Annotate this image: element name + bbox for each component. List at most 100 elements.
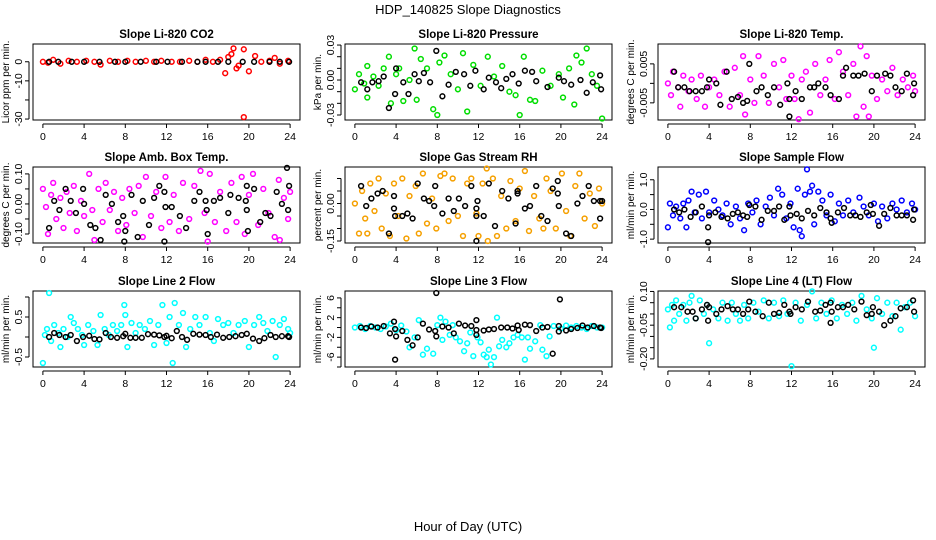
data-point bbox=[753, 197, 760, 204]
data-point bbox=[425, 197, 433, 205]
data-point bbox=[51, 321, 58, 329]
data-point bbox=[433, 289, 440, 297]
data-point bbox=[368, 323, 375, 330]
data-point bbox=[804, 298, 812, 305]
y-tick-label: -10 bbox=[13, 73, 25, 88]
data-point bbox=[591, 222, 599, 230]
data-point bbox=[555, 71, 562, 78]
data-point bbox=[415, 230, 422, 237]
data-point bbox=[445, 81, 452, 88]
data-point bbox=[364, 230, 371, 237]
data-point bbox=[414, 334, 421, 341]
x-tick-label: 16 bbox=[202, 131, 214, 143]
data-point bbox=[374, 324, 381, 331]
data-point bbox=[176, 58, 184, 65]
data-point bbox=[111, 58, 119, 65]
data-point bbox=[749, 209, 756, 216]
data-point bbox=[811, 212, 818, 219]
data-point bbox=[415, 316, 422, 324]
data-point bbox=[186, 57, 193, 64]
data-point bbox=[540, 225, 547, 232]
data-point bbox=[222, 70, 229, 77]
x-tick-label: 24 bbox=[596, 378, 608, 390]
y-tick-label: -0.20 bbox=[638, 347, 650, 371]
data-point bbox=[96, 58, 103, 65]
data-point bbox=[704, 238, 712, 246]
data-point bbox=[86, 332, 93, 339]
y-tick-label: -0.5 bbox=[13, 348, 25, 366]
data-point bbox=[903, 209, 911, 216]
data-point bbox=[396, 65, 403, 72]
data-point bbox=[713, 80, 720, 87]
data-point bbox=[203, 206, 210, 214]
data-point bbox=[869, 304, 877, 311]
data-point bbox=[503, 225, 510, 232]
panel-title: Slope Line 3 Flow bbox=[430, 276, 527, 288]
data-point bbox=[390, 180, 398, 187]
data-point bbox=[144, 331, 152, 338]
data-point bbox=[447, 71, 454, 78]
panel-6: Slope Sample Flow 0 4 8 12 16 20 24 -1.0 0.0 1.0ml… bbox=[626, 152, 926, 266]
data-point bbox=[507, 177, 514, 185]
data-point bbox=[470, 352, 477, 360]
data-point bbox=[584, 324, 591, 331]
data-point bbox=[562, 322, 570, 329]
data-point bbox=[686, 88, 693, 95]
data-point bbox=[450, 330, 457, 337]
data-point bbox=[235, 321, 242, 329]
data-point bbox=[878, 203, 886, 210]
data-point bbox=[163, 332, 170, 339]
data-point bbox=[162, 173, 169, 181]
data-point bbox=[882, 70, 889, 77]
data-point bbox=[492, 79, 500, 86]
data-point bbox=[705, 209, 713, 216]
data-point bbox=[278, 333, 286, 340]
data-point bbox=[368, 195, 375, 202]
data-point bbox=[285, 58, 293, 65]
data-point bbox=[544, 217, 551, 225]
panel-4: Slope Amb. Box Temp. 0 4 8 12 16 20 24 -0.10 0.00… bbox=[1, 152, 301, 266]
data-point bbox=[153, 58, 160, 65]
data-point bbox=[664, 306, 672, 313]
data-point bbox=[351, 86, 359, 93]
data-point bbox=[860, 203, 867, 210]
data-point bbox=[728, 299, 735, 306]
data-point bbox=[744, 213, 751, 221]
data-point bbox=[155, 321, 162, 329]
y-tick-label: 0.00 bbox=[325, 70, 337, 91]
data-point bbox=[233, 218, 240, 226]
data-point bbox=[361, 80, 368, 87]
data-point bbox=[520, 53, 527, 60]
data-point bbox=[194, 58, 201, 65]
data-point bbox=[238, 331, 245, 339]
data-point bbox=[583, 89, 590, 96]
y-axis-label: degrees C per min. bbox=[626, 39, 637, 124]
data-point bbox=[92, 224, 99, 232]
data-point bbox=[243, 182, 250, 190]
data-point bbox=[364, 86, 371, 93]
data-point bbox=[731, 64, 738, 71]
data-point bbox=[552, 225, 559, 232]
data-point bbox=[432, 182, 439, 190]
data-point bbox=[568, 81, 575, 88]
data-point bbox=[432, 327, 439, 335]
panel-7: Slope Line 2 Flow 0 4 8 12 16 20 24 -0.5 0.5ml/mi… bbox=[1, 276, 301, 390]
data-point bbox=[684, 308, 691, 315]
data-point bbox=[245, 191, 253, 199]
data-point bbox=[586, 190, 593, 197]
data-point bbox=[765, 315, 772, 322]
data-point bbox=[688, 188, 695, 195]
data-point bbox=[228, 179, 235, 187]
data-point bbox=[485, 346, 492, 353]
data-point bbox=[546, 333, 553, 340]
data-point bbox=[164, 58, 171, 65]
data-point bbox=[524, 334, 532, 341]
data-point bbox=[73, 227, 81, 235]
data-point bbox=[242, 197, 249, 205]
data-point bbox=[210, 337, 218, 345]
data-point bbox=[91, 335, 98, 343]
data-point bbox=[420, 195, 428, 202]
data-point bbox=[175, 321, 183, 329]
data-point bbox=[91, 236, 98, 244]
data-point bbox=[704, 224, 712, 231]
